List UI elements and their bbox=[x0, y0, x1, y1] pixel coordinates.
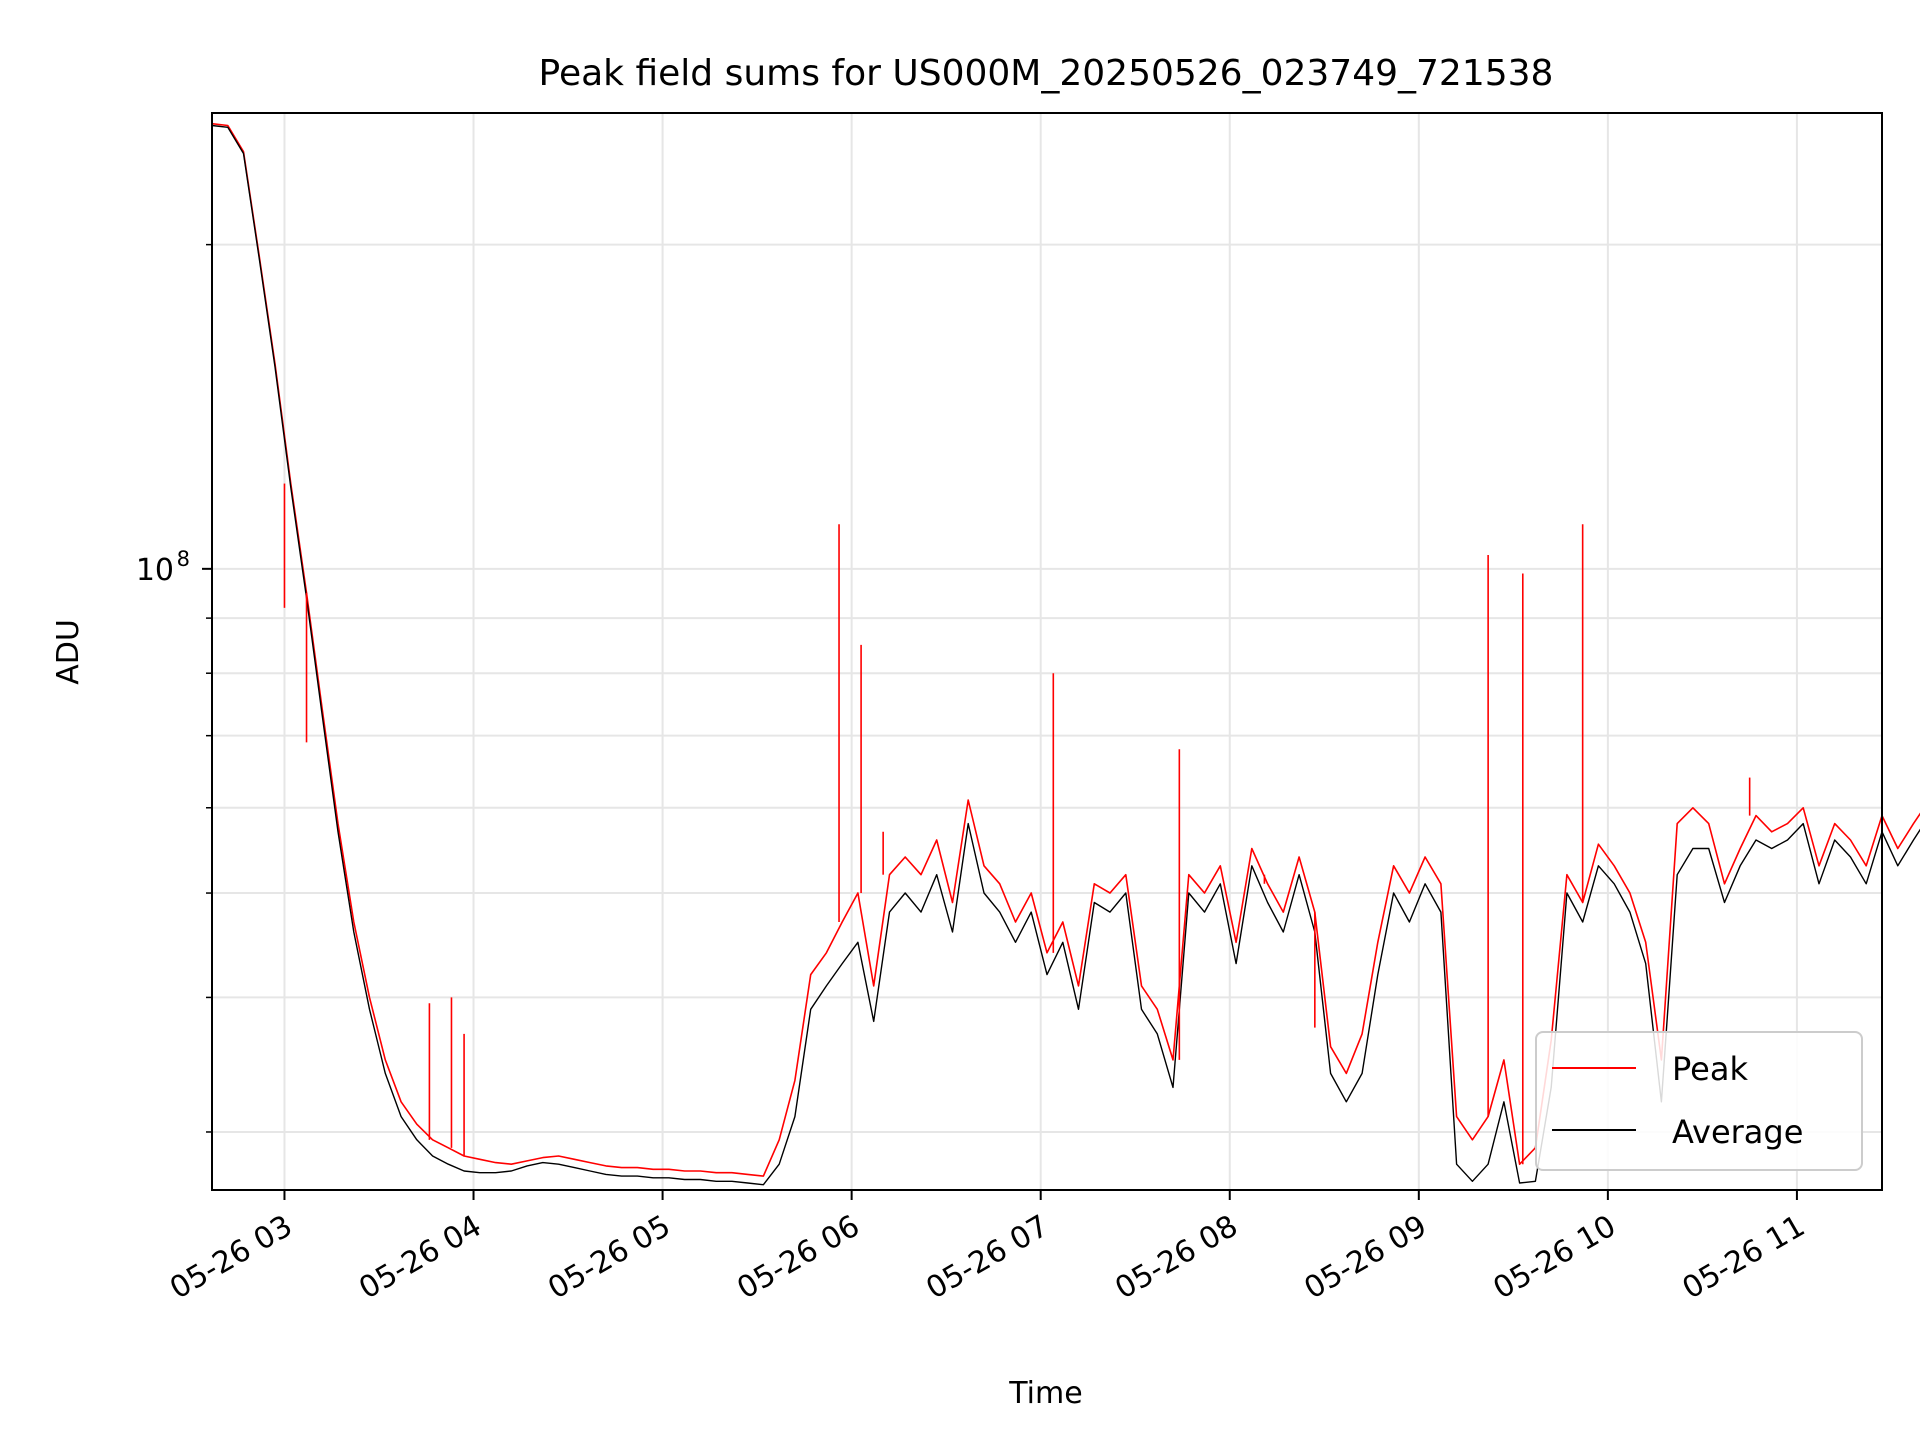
plot-frame bbox=[211, 112, 1883, 1191]
x-axis-label: Time bbox=[1008, 1376, 1082, 1411]
legend: Peak Average bbox=[1535, 1031, 1863, 1171]
y-tick-exponent: 8 bbox=[177, 547, 190, 571]
series-line-average bbox=[211, 124, 1920, 1186]
series-line-peak bbox=[211, 122, 1920, 1177]
legend-label-average: Average bbox=[1672, 1113, 1803, 1151]
y-tick-label: 10 bbox=[136, 553, 174, 588]
series-layer bbox=[211, 122, 1920, 1186]
legend-label-peak: Peak bbox=[1672, 1050, 1748, 1088]
y-axis-ticks: 10 8 bbox=[136, 243, 212, 1133]
legend-box bbox=[1535, 1031, 1863, 1171]
chart-title: Peak field sums for US000M_20250526_0237… bbox=[539, 53, 1554, 94]
grid-lines bbox=[212, 113, 1882, 1190]
y-axis-label: ADU bbox=[51, 619, 86, 685]
